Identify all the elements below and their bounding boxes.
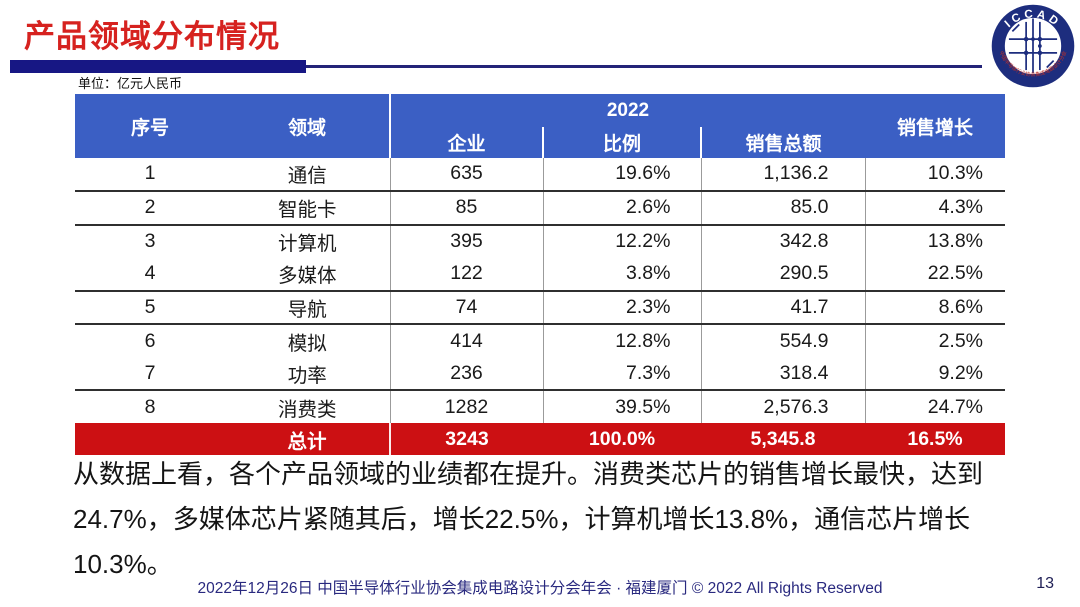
cell-zonge: 318.4	[700, 357, 866, 392]
note-line-2: 24.7%，多媒体芯片紧随其后，增长22.5%，计算机增长13.8%，通信芯片增…	[73, 504, 971, 534]
cell-bili: 12.2%	[542, 224, 701, 258]
cell-zonge: 554.9	[700, 324, 866, 358]
total-label: 总计	[225, 423, 390, 456]
table-row: 2 智能卡 85 2.6% 85.0 4.3%	[75, 190, 1006, 226]
cell-zonge: 1,136.2	[700, 158, 866, 192]
cell-qiye: 1282	[389, 390, 543, 424]
table-row: 4 多媒体 122 3.8% 290.5 22.5%	[75, 257, 1006, 292]
cell-zengzhang: 24.7%	[864, 390, 1006, 424]
header-bili: 比例	[542, 127, 701, 158]
header-xiaoshou-zonge: 销售总额	[699, 127, 866, 158]
cell-lingyu: 计算机	[225, 224, 390, 258]
note-line-1: 从数据上看，各个产品领域的业绩都在提升。消费类芯片的销售增长最快，达到	[73, 459, 984, 489]
cell-lingyu: 功率	[225, 357, 390, 392]
cell-zengzhang: 22.5%	[864, 257, 1006, 292]
table-row: 7 功率 236 7.3% 318.4 9.2%	[75, 357, 1006, 392]
cell-zengzhang: 8.6%	[864, 290, 1006, 326]
cell-lingyu: 导航	[225, 290, 390, 326]
total-row: 总计 3243 100.0% 5,345.8 16.5%	[75, 423, 1006, 456]
header-xuhao: 序号	[75, 94, 225, 158]
footer-text: 2022年12月26日 中国半导体行业协会集成电路设计分会年会 · 福建厦门 ©…	[197, 580, 883, 597]
cell-xuhao: 5	[75, 290, 225, 326]
iccad-logo: ICCAD 中国半导体行业协会集成电路设计分会	[991, 4, 1075, 88]
cell-qiye: 236	[389, 357, 543, 392]
cell-zengzhang: 10.3%	[864, 158, 1006, 192]
unit-label: 单位：亿元人民币	[78, 76, 183, 91]
cell-zonge: 290.5	[700, 257, 866, 292]
total-qiye: 3243	[389, 423, 543, 456]
cell-xuhao: 7	[75, 357, 225, 392]
cell-xuhao: 3	[75, 224, 225, 258]
cell-bili: 2.3%	[542, 290, 701, 326]
cell-xuhao: 4	[75, 257, 225, 292]
header-qiye: 企业	[389, 127, 543, 158]
cell-zonge: 2,576.3	[700, 390, 866, 424]
header-xiaoshou-zengzhang: 销售增长	[865, 94, 1006, 158]
cell-xuhao: 1	[75, 158, 225, 192]
table-row: 6 模拟 414 12.8% 554.9 2.5%	[75, 324, 1006, 358]
cell-zengzhang: 9.2%	[864, 357, 1006, 392]
cell-qiye: 395	[389, 224, 543, 258]
cell-qiye: 122	[389, 257, 543, 292]
page-title: 产品领域分布情况	[24, 19, 280, 54]
cell-lingyu: 多媒体	[225, 257, 390, 292]
table-row: 3 计算机 395 12.2% 342.8 13.8%	[75, 224, 1006, 258]
total-zengzhang: 16.5%	[865, 423, 1006, 456]
cell-bili: 39.5%	[542, 390, 701, 424]
cell-bili: 12.8%	[542, 324, 701, 358]
page-number: 13	[1036, 575, 1054, 592]
logo-circuit-grid	[1008, 18, 1058, 74]
cell-bili: 2.6%	[542, 190, 701, 226]
cell-qiye: 635	[389, 158, 543, 192]
total-empty	[75, 423, 225, 456]
header-lingyu: 领域	[225, 94, 390, 158]
cell-zonge: 342.8	[700, 224, 866, 258]
cell-zengzhang: 4.3%	[864, 190, 1006, 226]
table-row: 1 通信 635 19.6% 1,136.2 10.3%	[75, 158, 1006, 192]
header-year-2022: 2022	[388, 94, 866, 127]
cell-qiye: 74	[389, 290, 543, 326]
cell-bili: 19.6%	[542, 158, 701, 192]
note-line-3: 10.3%。	[73, 549, 173, 579]
cell-lingyu: 模拟	[225, 324, 390, 358]
cell-xuhao: 6	[75, 324, 225, 358]
cell-qiye: 414	[389, 324, 543, 358]
cell-zengzhang: 13.8%	[864, 224, 1006, 258]
product-domain-table: 序号 领域 2022 销售增长 企业 比例 销售总额 1 通信 635 19.6…	[75, 94, 1006, 456]
cell-xuhao: 8	[75, 390, 225, 424]
cell-qiye: 85	[389, 190, 543, 226]
cell-lingyu: 智能卡	[225, 190, 390, 226]
summary-note: 从数据上看，各个产品领域的业绩都在提升。消费类芯片的销售增长最快，达到 24.7…	[73, 452, 1018, 587]
total-zonge: 5,345.8	[701, 423, 866, 456]
cell-lingyu: 通信	[225, 158, 390, 192]
cell-bili: 7.3%	[542, 357, 701, 392]
logo-grid-dots	[1023, 36, 1043, 56]
table-row: 5 导航 74 2.3% 41.7 8.6%	[75, 290, 1006, 326]
cell-xuhao: 2	[75, 190, 225, 226]
title-accent-line	[306, 65, 982, 68]
total-bili: 100.0%	[543, 423, 701, 456]
table-row: 8 消费类 1282 39.5% 2,576.3 24.7%	[75, 390, 1006, 424]
cell-bili: 3.8%	[542, 257, 701, 292]
cell-zonge: 85.0	[700, 190, 866, 226]
title-accent-bar	[10, 60, 306, 73]
cell-lingyu: 消费类	[225, 390, 390, 424]
cell-zengzhang: 2.5%	[864, 324, 1006, 358]
cell-zonge: 41.7	[700, 290, 866, 326]
